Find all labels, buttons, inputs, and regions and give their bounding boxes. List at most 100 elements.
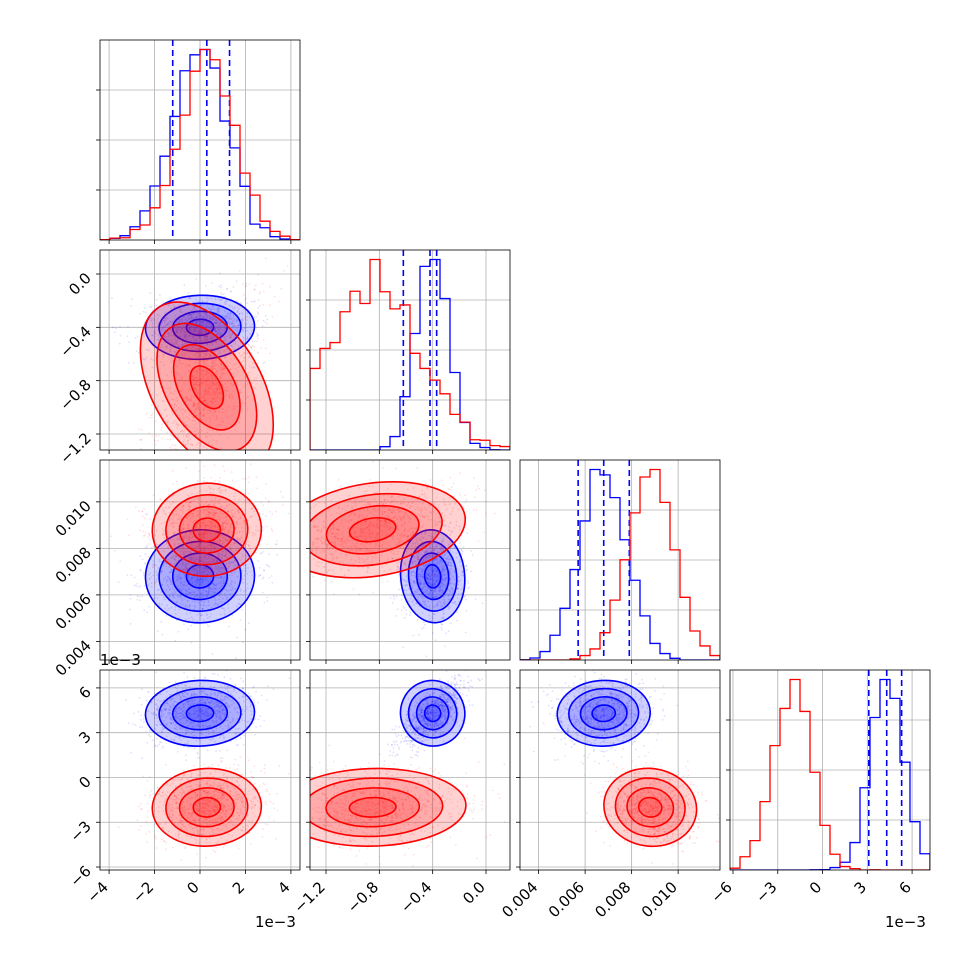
sample-point xyxy=(225,302,227,305)
sample-point xyxy=(183,477,185,479)
sample-point xyxy=(184,577,186,580)
sample-point xyxy=(224,389,227,392)
sample-point xyxy=(256,332,258,335)
sample-point xyxy=(239,539,241,542)
sample-point xyxy=(236,299,238,302)
sample-point xyxy=(184,444,186,446)
sample-point xyxy=(177,373,180,376)
sample-point xyxy=(192,378,195,381)
sample-point xyxy=(206,343,209,346)
sample-point xyxy=(234,657,237,659)
sample-point xyxy=(215,325,218,328)
sample-point xyxy=(140,465,142,467)
sample-point xyxy=(183,353,186,356)
sample-point xyxy=(165,311,167,314)
sample-point xyxy=(220,447,223,450)
sample-point xyxy=(171,594,174,597)
sample-point xyxy=(229,546,232,549)
sample-point xyxy=(206,313,208,315)
sample-point xyxy=(202,375,205,378)
sample-point xyxy=(169,334,171,337)
sample-point xyxy=(208,384,211,387)
sample-point xyxy=(190,397,192,400)
sample-point xyxy=(218,333,221,335)
sample-point xyxy=(215,381,218,384)
sample-point xyxy=(187,335,190,338)
sample-point xyxy=(196,356,199,358)
sample-point xyxy=(171,430,174,432)
sample-point xyxy=(474,598,477,601)
sample-point xyxy=(130,462,132,464)
sample-point xyxy=(151,326,154,328)
sample-point xyxy=(251,344,254,347)
sample-point xyxy=(405,613,408,616)
panel-2-0 xyxy=(96,459,301,664)
sample-point xyxy=(233,373,235,375)
sample-point xyxy=(289,553,291,555)
sample-point xyxy=(214,394,216,397)
sample-point xyxy=(207,391,210,393)
sample-point xyxy=(209,316,212,318)
sample-point xyxy=(166,575,169,578)
sample-point xyxy=(150,358,153,360)
sample-point xyxy=(196,428,198,431)
sample-point xyxy=(209,308,212,311)
sample-point xyxy=(174,559,177,562)
sample-point xyxy=(183,580,186,583)
sample-point xyxy=(185,563,187,566)
sample-point xyxy=(456,611,459,614)
sample-point xyxy=(225,598,228,600)
sample-point xyxy=(206,412,209,415)
sample-point xyxy=(200,614,203,617)
sample-point xyxy=(464,631,467,634)
sample-point xyxy=(139,585,142,588)
sample-point xyxy=(245,326,247,329)
sample-point xyxy=(234,340,237,343)
sample-point xyxy=(279,490,282,493)
sample-point xyxy=(464,595,467,597)
sample-point xyxy=(221,607,223,610)
sample-point xyxy=(189,556,192,559)
sample-point xyxy=(210,606,213,609)
sample-point xyxy=(210,338,213,341)
sample-point xyxy=(202,315,205,318)
sample-point xyxy=(251,361,254,364)
sample-point xyxy=(225,300,228,303)
sample-point xyxy=(174,390,177,393)
sample-point xyxy=(203,337,205,340)
sample-point xyxy=(133,576,136,579)
sample-point xyxy=(208,616,211,618)
sample-point xyxy=(233,357,236,360)
sample-point xyxy=(231,531,234,534)
sample-point xyxy=(264,257,267,260)
sample-point xyxy=(184,588,187,591)
sample-point xyxy=(251,323,253,326)
sample-point xyxy=(203,477,206,480)
sample-point xyxy=(208,404,210,407)
sample-point xyxy=(149,534,151,537)
sample-point xyxy=(228,318,231,320)
sample-point xyxy=(214,330,217,333)
sample-point xyxy=(174,591,176,594)
sample-point xyxy=(201,558,204,561)
sample-point xyxy=(222,349,225,352)
sample-point xyxy=(218,408,221,411)
sample-point xyxy=(170,334,173,337)
sample-point xyxy=(156,568,159,571)
sample-point xyxy=(207,555,210,558)
sample-point xyxy=(193,417,195,419)
sample-point xyxy=(191,318,193,321)
sample-point xyxy=(178,359,181,361)
sample-point xyxy=(237,324,240,327)
sample-point xyxy=(209,326,212,329)
sample-point xyxy=(169,588,171,591)
sample-point xyxy=(216,370,219,372)
sample-point xyxy=(172,380,175,383)
sample-point xyxy=(230,344,232,347)
sample-point xyxy=(204,355,207,358)
sample-point xyxy=(169,391,172,394)
sample-point xyxy=(119,325,122,328)
sample-point xyxy=(253,316,256,319)
sample-point xyxy=(190,395,193,398)
sample-point xyxy=(181,413,184,416)
